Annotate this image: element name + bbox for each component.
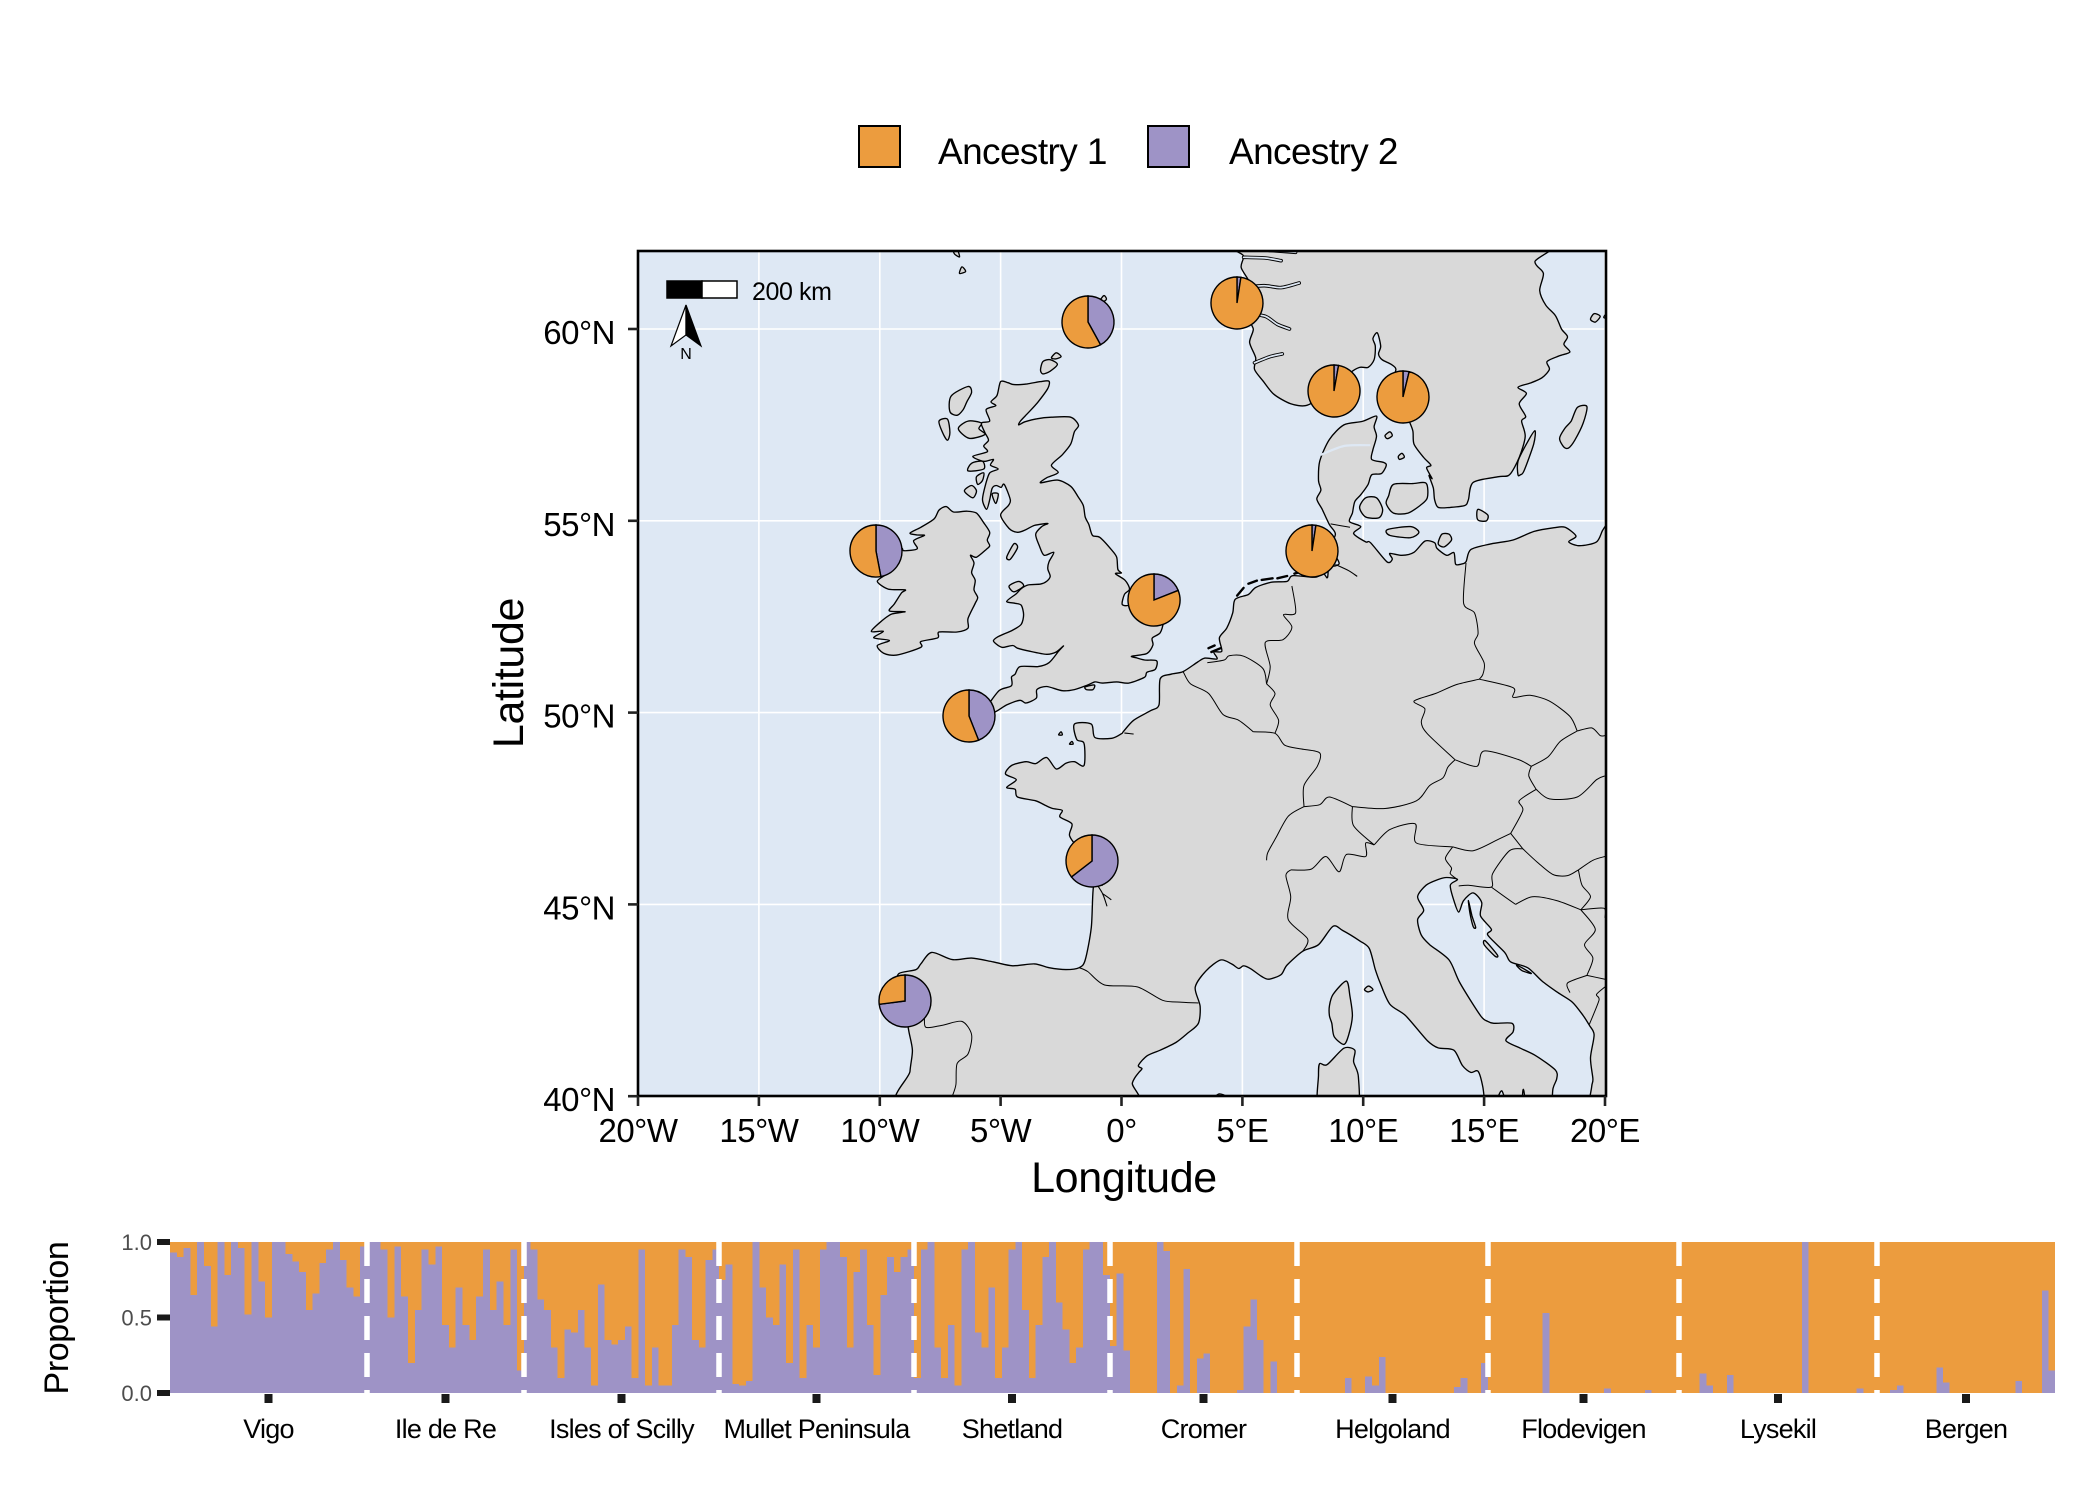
svg-text:Flodevigen: Flodevigen [1521, 1414, 1646, 1444]
svg-text:Latitude: Latitude [485, 598, 533, 748]
svg-text:20°W: 20°W [598, 1112, 678, 1149]
svg-text:Proportion: Proportion [38, 1242, 76, 1395]
svg-text:15°E: 15°E [1449, 1112, 1519, 1149]
svg-text:Mullet Peninsula: Mullet Peninsula [723, 1414, 911, 1444]
svg-text:Longitude: Longitude [1031, 1154, 1217, 1202]
svg-text:Ancestry 1: Ancestry 1 [938, 131, 1107, 172]
svg-text:1.0: 1.0 [121, 1230, 152, 1255]
svg-text:0.5: 0.5 [121, 1306, 152, 1331]
svg-text:Lysekil: Lysekil [1740, 1414, 1816, 1444]
svg-text:10°E: 10°E [1328, 1112, 1398, 1149]
svg-text:Helgoland: Helgoland [1335, 1414, 1450, 1444]
svg-text:45°N: 45°N [543, 889, 615, 926]
svg-text:60°N: 60°N [543, 314, 615, 351]
svg-text:200 km: 200 km [752, 278, 832, 306]
svg-text:Isles of Scilly: Isles of Scilly [549, 1414, 695, 1444]
svg-text:N: N [680, 346, 692, 363]
svg-text:Bergen: Bergen [1925, 1414, 2008, 1444]
svg-text:Ile de Re: Ile de Re [395, 1414, 496, 1444]
svg-text:0°: 0° [1106, 1112, 1137, 1149]
svg-text:Cromer: Cromer [1161, 1414, 1247, 1444]
svg-text:20°E: 20°E [1570, 1112, 1640, 1149]
svg-text:Vigo: Vigo [243, 1414, 294, 1444]
svg-text:0.0: 0.0 [121, 1381, 152, 1406]
svg-text:50°N: 50°N [543, 698, 615, 735]
svg-text:40°N: 40°N [543, 1081, 615, 1118]
svg-text:Ancestry 2: Ancestry 2 [1229, 131, 1398, 172]
svg-text:15°W: 15°W [719, 1112, 799, 1149]
svg-text:Shetland: Shetland [962, 1414, 1063, 1444]
svg-text:10°W: 10°W [840, 1112, 920, 1149]
svg-text:55°N: 55°N [543, 506, 615, 543]
svg-text:5°E: 5°E [1216, 1112, 1268, 1149]
svg-text:5°W: 5°W [970, 1112, 1033, 1149]
